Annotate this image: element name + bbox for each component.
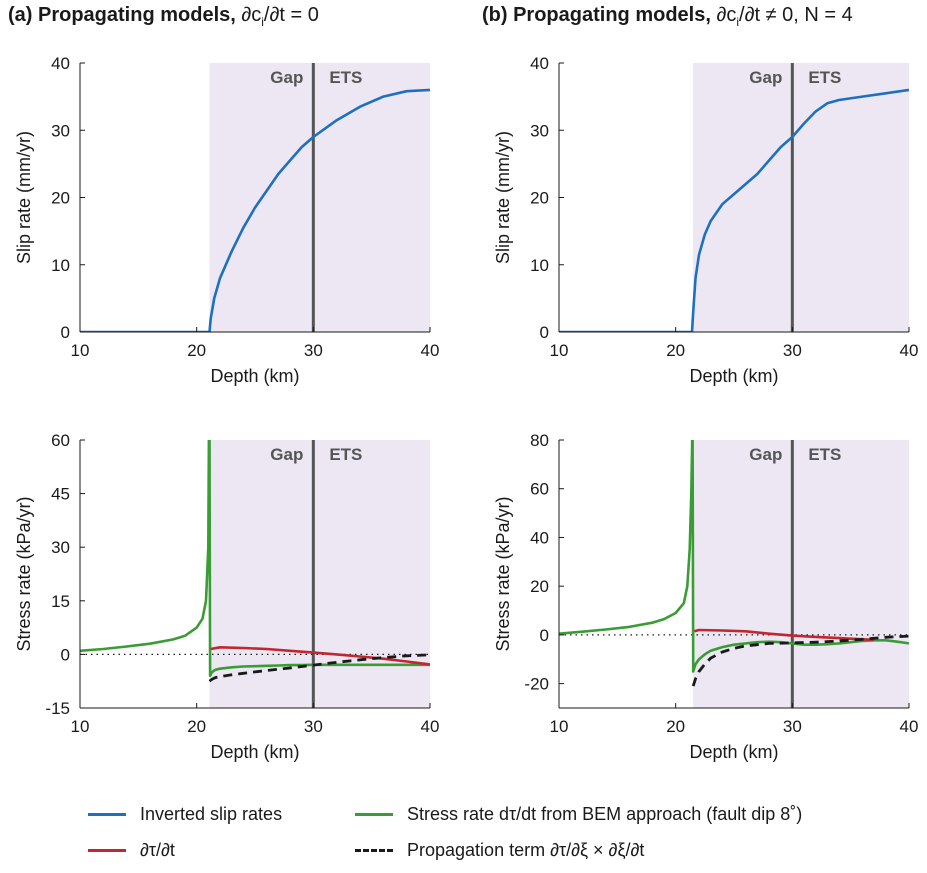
y-tick-label: 20 (530, 189, 549, 208)
y-tick-label: 40 (530, 54, 549, 73)
y-tick-label: 10 (530, 256, 549, 275)
y-tick-label: 0 (61, 323, 70, 342)
panel-a-math-pre: ∂c (241, 4, 262, 26)
x-tick-label: 10 (71, 341, 90, 360)
chart-a-bottom: Gap ETS 10 20 30 40 -15 0 15 30 45 60 Depth (km) Stre… (14, 431, 439, 762)
x-tick-label: 20 (666, 341, 685, 360)
y-tick-label: 60 (530, 480, 549, 499)
y-tick-label: 30 (51, 121, 70, 140)
y-axis-label: Slip rate (mm/yr) (493, 131, 513, 264)
panel-a-title-text: (a) Propagating models, (8, 4, 242, 26)
series-line-dtaudt (210, 646, 430, 666)
series-group (80, 88, 430, 332)
zone-label-gap: Gap (749, 68, 782, 87)
y-axis-label: Slip rate (mm/yr) (14, 131, 34, 264)
y-axis-label: Stress rate (kPa/yr) (14, 496, 34, 651)
panel-b-math-post: /∂t ≠ 0, N = 4 (739, 4, 853, 26)
legend: Inverted slip rates Stress rate dτ/dt fr… (0, 798, 927, 868)
panel-b-math-pre: ∂c (716, 4, 737, 26)
legend-swatch-dtaudt (88, 849, 126, 852)
x-tick-label: 10 (550, 717, 569, 736)
series-line-dtaudt (693, 628, 875, 642)
y-tick-label: -15 (45, 699, 70, 718)
series-line-slip (80, 88, 430, 332)
panel-a-math-post: /∂t = 0 (263, 4, 319, 26)
series-line-propagation (691, 634, 909, 687)
x-tick-label: 40 (421, 717, 440, 736)
legend-label-slip: Inverted slip rates (140, 804, 283, 824)
series-group (559, 88, 909, 332)
y-tick-label: 80 (530, 431, 549, 450)
x-tick-label: 30 (304, 341, 323, 360)
y-tick-label: 20 (51, 189, 70, 208)
x-tick-label: 40 (900, 341, 919, 360)
panel-a-title: (a) Propagating models, ∂ci/∂t = 0 (8, 4, 319, 29)
y-tick-label: -20 (524, 675, 549, 694)
legend-item-bem: Stress rate dτ/dt from BEM approach (fau… (355, 804, 802, 825)
zone-label-ets: ETS (329, 68, 362, 87)
x-tick-label: 20 (187, 341, 206, 360)
x-tick-label: 20 (666, 717, 685, 736)
series-line-propagation (208, 653, 430, 683)
legend-label-bem: Stress rate dτ/dt from BEM approach (fau… (407, 804, 803, 824)
panel-b-title-math: ∂ci/∂t ≠ 0, N = 4 (716, 4, 853, 29)
panel-b-title-text: (b) Propagating models, (482, 4, 717, 26)
x-axis-label: Depth (km) (689, 366, 778, 386)
y-tick-label: 30 (530, 121, 549, 140)
y-tick-label: 20 (530, 577, 549, 596)
zone-label-gap: Gap (749, 445, 782, 464)
chart-b-bottom: Gap ETS 10 20 30 40 -20 0 20 40 60 80 Depth (km) Stre… (493, 431, 918, 762)
y-tick-label: 60 (51, 431, 70, 450)
x-tick-label: 30 (783, 341, 802, 360)
x-tick-label: 10 (71, 717, 90, 736)
x-axis-label: Depth (km) (689, 742, 778, 762)
y-tick-label: 10 (51, 256, 70, 275)
y-tick-label: 15 (51, 592, 70, 611)
zone-label-gap: Gap (270, 445, 303, 464)
y-tick-label: 0 (540, 323, 549, 342)
legend-item-propagation: Propagation term ∂τ/∂ξ × ∂ξ/∂t (355, 840, 644, 861)
legend-item-slip: Inverted slip rates (88, 804, 282, 825)
series-group (559, 440, 909, 687)
y-tick-label: 45 (51, 485, 70, 504)
legend-label-dtaudt: ∂τ/∂t (140, 840, 175, 860)
panel-a-title-math: ∂ci/∂t = 0 (241, 4, 319, 29)
shaded-region (209, 63, 430, 332)
x-tick-label: 30 (783, 717, 802, 736)
legend-swatch-propagation (355, 849, 393, 852)
legend-swatch-bem (355, 813, 393, 816)
panel-b-math-sub: i (736, 15, 740, 29)
shaded-region (693, 63, 909, 332)
y-tick-label: 0 (61, 645, 70, 664)
y-tick-label: 30 (51, 538, 70, 557)
panel-b-title: (b) Propagating models, ∂ci/∂t ≠ 0, N = … (482, 4, 853, 29)
y-tick-label: 0 (540, 626, 549, 645)
y-axis-label: Stress rate (kPa/yr) (493, 496, 513, 651)
shaded-region (693, 440, 909, 708)
panel-a-math-sub: i (261, 15, 264, 29)
legend-swatch-slip (88, 813, 126, 816)
x-axis-label: Depth (km) (210, 366, 299, 386)
x-axis-label: Depth (km) (210, 742, 299, 762)
zone-label-ets: ETS (808, 68, 841, 87)
x-tick-label: 40 (900, 717, 919, 736)
series-line-bem (80, 440, 430, 678)
x-tick-label: 20 (187, 717, 206, 736)
series-line-bem (559, 440, 909, 673)
x-tick-label: 40 (421, 341, 440, 360)
zone-label-ets: ETS (808, 445, 841, 464)
y-tick-label: 40 (530, 528, 549, 547)
zone-label-gap: Gap (270, 68, 303, 87)
x-tick-label: 30 (304, 717, 323, 736)
series-group (80, 440, 430, 683)
legend-item-dtaudt: ∂τ/∂t (88, 840, 175, 861)
x-tick-label: 10 (550, 341, 569, 360)
zone-label-ets: ETS (329, 445, 362, 464)
series-line-slip (559, 88, 909, 332)
y-tick-label: 40 (51, 54, 70, 73)
legend-label-propagation: Propagation term ∂τ/∂ξ × ∂ξ/∂t (407, 840, 645, 860)
